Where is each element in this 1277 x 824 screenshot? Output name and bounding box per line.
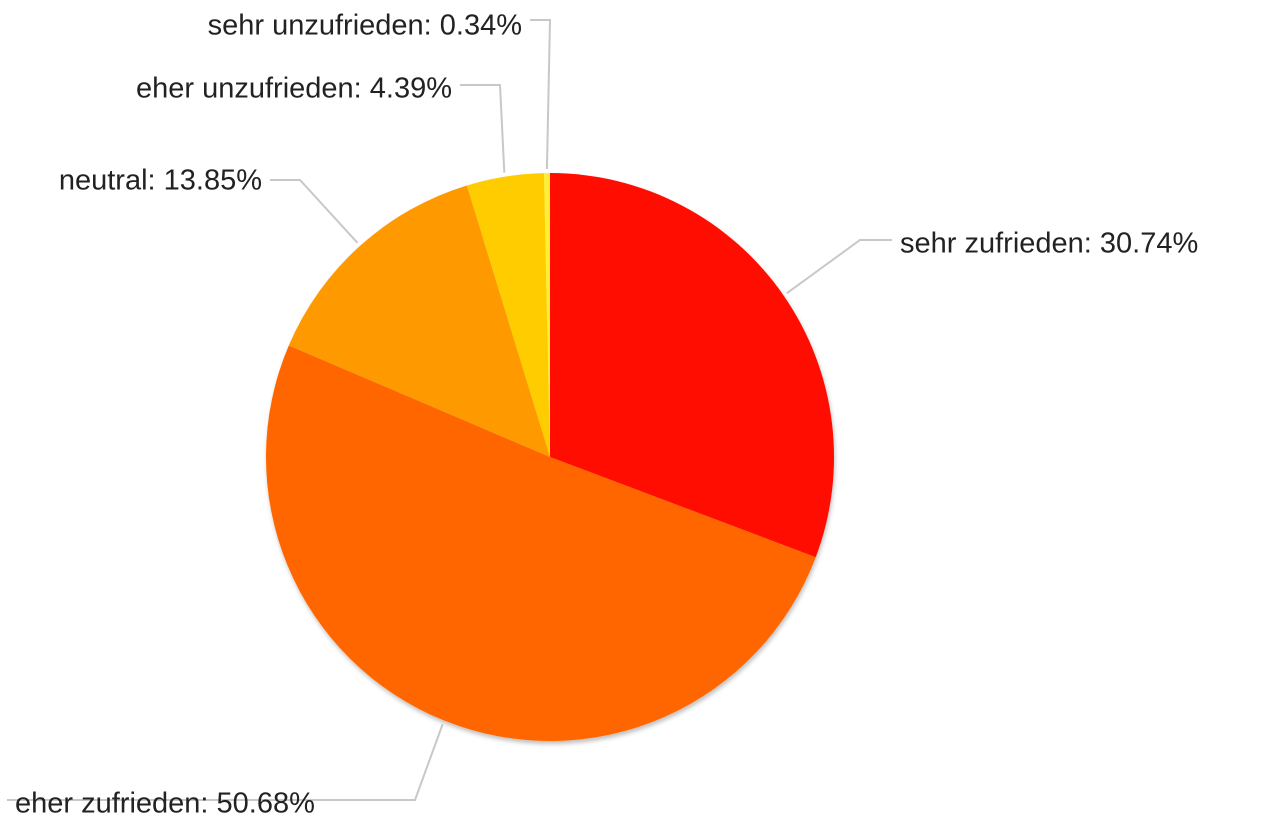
data-label: neutral: 13.85% (59, 165, 262, 197)
leader-line (786, 239, 892, 294)
leader-line (530, 19, 552, 170)
pie (265, 173, 834, 742)
slice (265, 345, 816, 742)
data-label: sehr zufrieden: 30.74% (900, 228, 1198, 260)
data-label: eher zufrieden: 50.68% (15, 788, 315, 820)
leader-line (460, 84, 506, 173)
data-label: eher unzufrieden: 4.39% (136, 73, 452, 105)
data-label: sehr unzufrieden: 0.34% (208, 10, 522, 42)
slice (288, 185, 550, 457)
slice (543, 173, 550, 457)
slice (550, 173, 834, 558)
leader-line (270, 179, 359, 244)
leader-line (7, 723, 444, 801)
slice (466, 173, 550, 457)
